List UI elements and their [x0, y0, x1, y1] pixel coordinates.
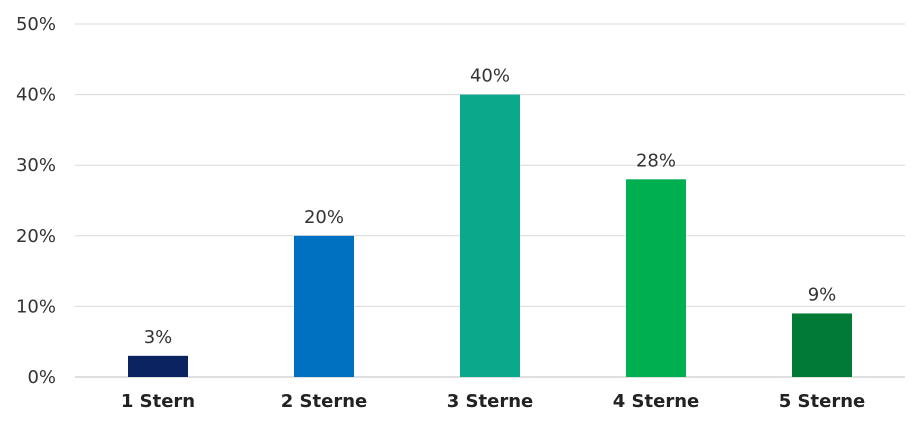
category-label: 1 Stern	[121, 391, 195, 412]
category-label: 2 Sterne	[281, 391, 367, 412]
data-label: 40%	[470, 66, 510, 87]
category-label: 3 Sterne	[447, 391, 533, 412]
y-tick-label: 0%	[27, 367, 56, 388]
y-axis-ticks: 0% 10% 20% 30% 40% 50%	[16, 14, 56, 388]
y-tick-label: 20%	[16, 226, 56, 247]
bar-1	[128, 355, 188, 377]
bars	[128, 94, 852, 377]
data-label: 20%	[304, 207, 344, 228]
data-label: 9%	[808, 284, 837, 305]
data-labels: 3% 20% 40% 28% 9%	[144, 66, 837, 348]
category-label: 4 Sterne	[613, 391, 699, 412]
y-tick-label: 10%	[16, 296, 56, 317]
y-tick-label: 30%	[16, 155, 56, 176]
x-axis-categories: 1 Stern 2 Sterne 3 Sterne 4 Sterne 5 Sterne	[121, 391, 865, 412]
data-label: 3%	[144, 327, 173, 348]
data-label: 28%	[636, 150, 676, 171]
y-tick-label: 50%	[16, 14, 56, 35]
bar-5	[792, 313, 852, 377]
bar-3	[460, 94, 520, 377]
y-tick-label: 40%	[16, 85, 56, 106]
bar-4	[626, 179, 686, 377]
category-label: 5 Sterne	[779, 391, 865, 412]
bar-2	[294, 235, 354, 377]
